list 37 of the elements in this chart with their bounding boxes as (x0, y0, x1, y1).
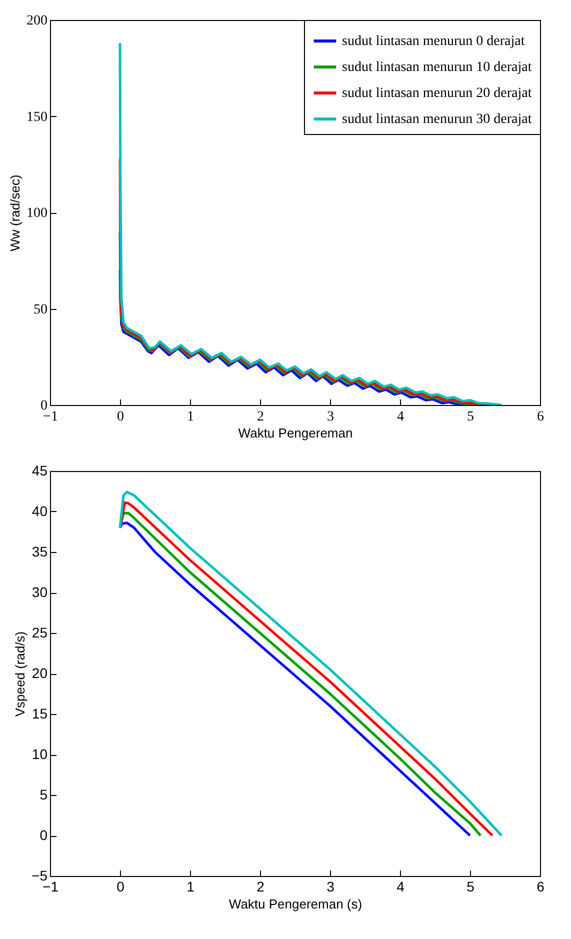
x-tick-label: 0 (117, 410, 124, 424)
x-tick-label: 1 (186, 878, 195, 894)
x-tick-label: 1 (187, 410, 194, 424)
y-tick-label: 100 (26, 206, 48, 221)
x-tick-label: 3 (326, 878, 335, 894)
x-axis-title: Waktu Pengereman (238, 426, 353, 440)
y-tick-label: 50 (34, 302, 48, 318)
y-tick-label: −5 (32, 868, 48, 884)
y-tick-label: 25 (32, 624, 48, 640)
y-tick-label: 150 (26, 110, 48, 125)
x-tick-label: 3 (327, 410, 334, 424)
y-tick-label: 35 (32, 544, 48, 560)
x-tick-label: 0 (116, 878, 125, 894)
x-tick-label: 2 (256, 878, 265, 894)
y-tick-label: 15 (32, 706, 48, 722)
legend-label: sudut lintasan menurun 0 derajat (342, 34, 525, 49)
y-tick-label: 200 (26, 14, 48, 28)
y-tick-label: 10 (32, 746, 48, 762)
y-tick-label: 45 (32, 462, 48, 478)
y-tick-label: 20 (32, 665, 48, 681)
x-axis-title: Waktu Pengereman (s) (228, 896, 362, 912)
x-tick-label: 4 (396, 878, 405, 894)
legend-label: sudut lintasan menurun 10 derajat (342, 60, 532, 75)
x-tick-label: 5 (467, 410, 474, 424)
y-tick-label: 0 (40, 827, 48, 843)
y-tick-label: 5 (40, 786, 48, 802)
legend-label: sudut lintasan menurun 30 derajat (342, 112, 532, 127)
y-axis-title: Vspeed (rad/s) (12, 631, 28, 717)
legend-label: sudut lintasan menurun 20 derajat (342, 86, 532, 101)
x-tick-label: 4 (397, 410, 404, 424)
y-tick-label: 30 (32, 584, 48, 600)
x-tick-label: 6 (537, 410, 544, 424)
x-tick-label: 2 (257, 410, 264, 424)
x-tick-label: 5 (466, 878, 475, 894)
y-tick-label: 40 (32, 503, 48, 519)
y-axis-title: Ww (rad/sec) (8, 174, 22, 252)
x-tick-label: 6 (536, 878, 545, 894)
